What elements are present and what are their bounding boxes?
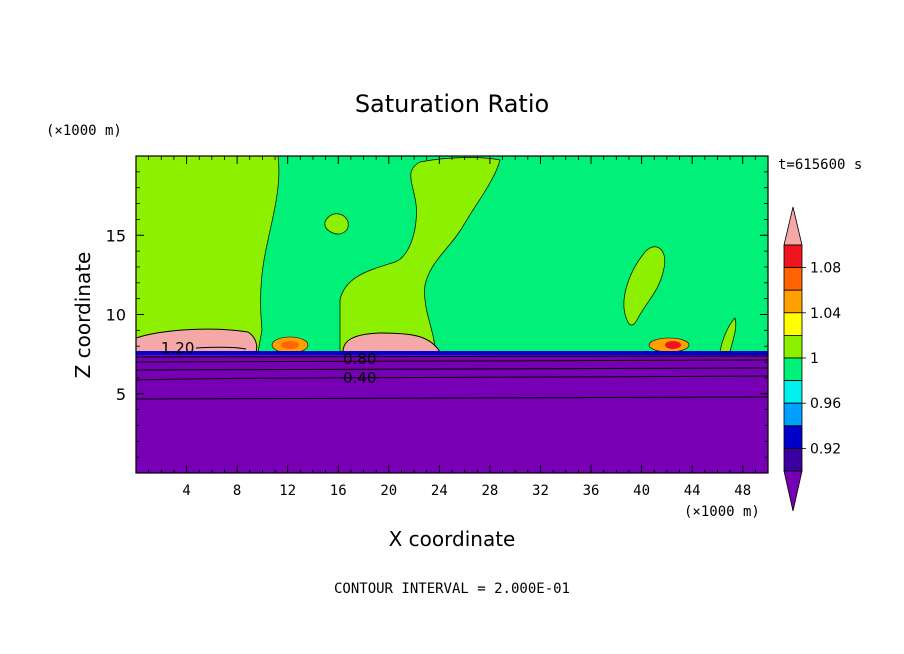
colorbar-label-4: 0.92 [810, 441, 841, 457]
contour-interval-note: CONTOUR INTERVAL = 2.000E-01 [334, 581, 570, 597]
contour-field [136, 156, 768, 473]
colorbar-bin-2 [783, 267, 803, 291]
region-cloud-2 [342, 332, 441, 353]
y-axis: 5 10 15 [106, 171, 768, 458]
colorbar: 1.08 1.04 1 0.96 0.92 [783, 206, 841, 512]
colorbar-label-1: 1.04 [810, 306, 841, 322]
contour-label-0: 1.20 [161, 339, 194, 357]
x-axis-label: X coordinate [389, 527, 516, 551]
colorbar-label-2: 1 [810, 351, 819, 367]
colorbar-label-3: 0.96 [810, 396, 841, 412]
region-cloud-1 [136, 328, 258, 353]
colorbar-bin-4 [783, 312, 803, 336]
contour-label-2: 0.40 [343, 369, 376, 387]
colorbar-bin-9 [783, 425, 803, 449]
x-tick-label-9: 40 [633, 483, 650, 499]
region-plume-5 [719, 317, 737, 353]
contour-line-1.20 [195, 346, 247, 350]
x-axis: 4 8 12 16 20 24 28 32 36 40 44 48 [148, 156, 756, 499]
colorbar-bin-5 [783, 334, 803, 359]
x-tick-label-6: 28 [481, 483, 498, 499]
x-tick-label-0: 4 [182, 483, 190, 499]
chart-title: Saturation Ratio [355, 90, 549, 118]
y-tick-label-1: 10 [106, 306, 126, 325]
region-plume-4 [324, 213, 349, 235]
contour-line-0.80 [136, 359, 768, 363]
time-label: t=615600 s [778, 157, 862, 173]
region-plume-1 [136, 156, 280, 353]
colorbar-bin-7 [783, 380, 803, 404]
x-tick-label-1: 8 [233, 483, 241, 499]
colorbar-bin-6 [783, 357, 803, 382]
colorbar-bin-1 [783, 244, 803, 269]
x-tick-label-5: 24 [431, 483, 448, 499]
x-tick-label-10: 44 [684, 483, 701, 499]
x-tick-label-8: 36 [583, 483, 600, 499]
region-plume-3 [623, 246, 666, 326]
y-tick-label-0: 5 [116, 385, 126, 404]
colorbar-bin-bottom [783, 470, 803, 512]
region-thin-bands [136, 351, 768, 357]
colorbar-bin-8 [783, 402, 803, 427]
x-tick-label-7: 32 [532, 483, 549, 499]
region-plume-2 [339, 157, 501, 353]
x-tick-label-4: 20 [380, 483, 397, 499]
y-tick-label-2: 15 [106, 226, 126, 245]
colorbar-bin-3 [783, 289, 803, 314]
contour-line-1 [136, 355, 768, 358]
contour-line-0.40 [136, 375, 768, 381]
contour-label-1: 0.80 [343, 350, 376, 368]
region-warm-spot-1-core [281, 341, 299, 349]
x-tick-label-3: 16 [330, 483, 347, 499]
region-lower [136, 355, 768, 473]
y-unit-label: (×1000 m) [46, 123, 122, 139]
colorbar-bin-top [783, 206, 803, 246]
contour-labels: 1.20 0.800.40 [161, 339, 376, 387]
y-axis-label: Z coordinate [71, 252, 95, 379]
x-unit-label: (×1000 m) [684, 504, 760, 520]
colorbar-bin-10 [783, 447, 803, 472]
x-tick-label-11: 48 [734, 483, 751, 499]
colorbar-label-0: 1.08 [810, 261, 841, 277]
x-tick-label-2: 12 [279, 483, 296, 499]
region-warm-spot-2-core [665, 341, 681, 349]
